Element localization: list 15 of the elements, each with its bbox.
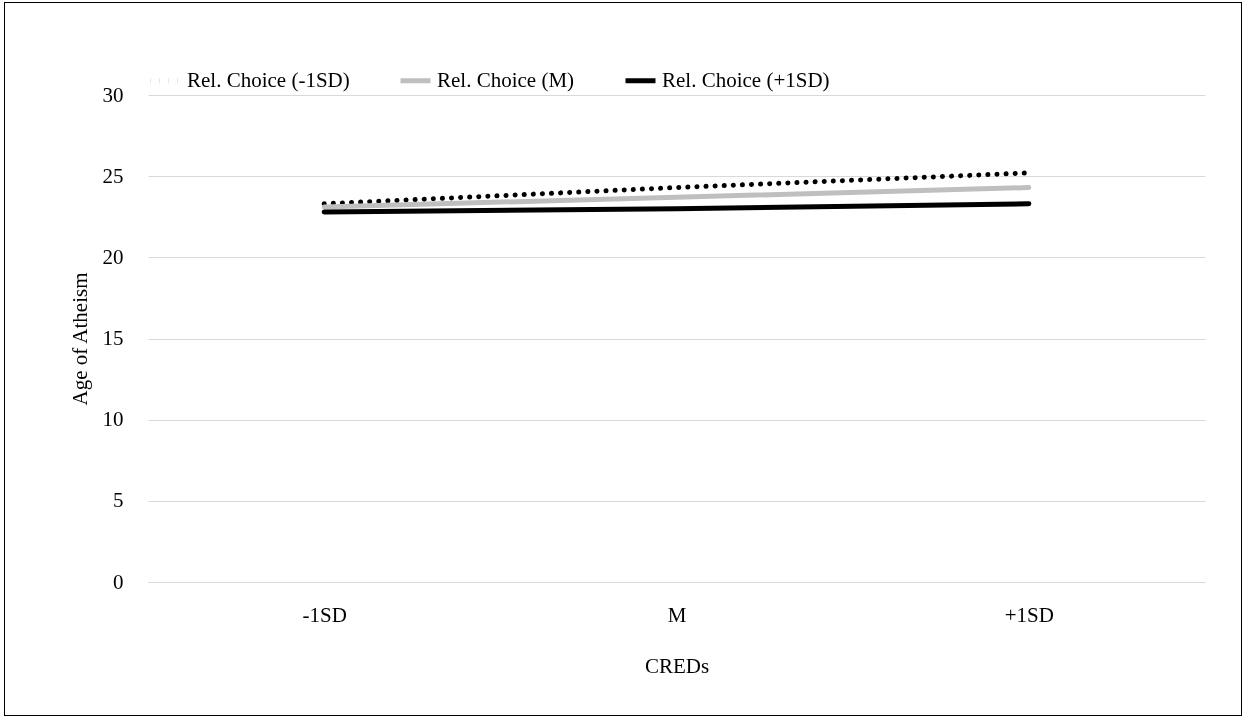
- legend-label: Rel. Choice (-1SD): [187, 67, 350, 92]
- x-tick-label: +1SD: [1004, 602, 1054, 627]
- y-tick-label: 10: [102, 407, 124, 432]
- y-tick-label: 15: [102, 326, 124, 350]
- x-tick-label: -1SD: [302, 602, 347, 627]
- y-axis-title: Age of Atheism: [67, 272, 92, 406]
- y-tick-label: 0: [113, 569, 124, 594]
- legend-label: Rel. Choice (+1SD): [662, 67, 830, 92]
- x-tick-label: M: [667, 602, 687, 627]
- y-tick-label: 5: [113, 488, 124, 513]
- x-axis-title: CREDs: [644, 653, 710, 678]
- legend-label: Rel. Choice (M): [437, 67, 575, 92]
- y-tick-label: 20: [102, 244, 124, 269]
- y-tick-label: 30: [102, 82, 124, 107]
- y-tick-label: 25: [102, 163, 124, 188]
